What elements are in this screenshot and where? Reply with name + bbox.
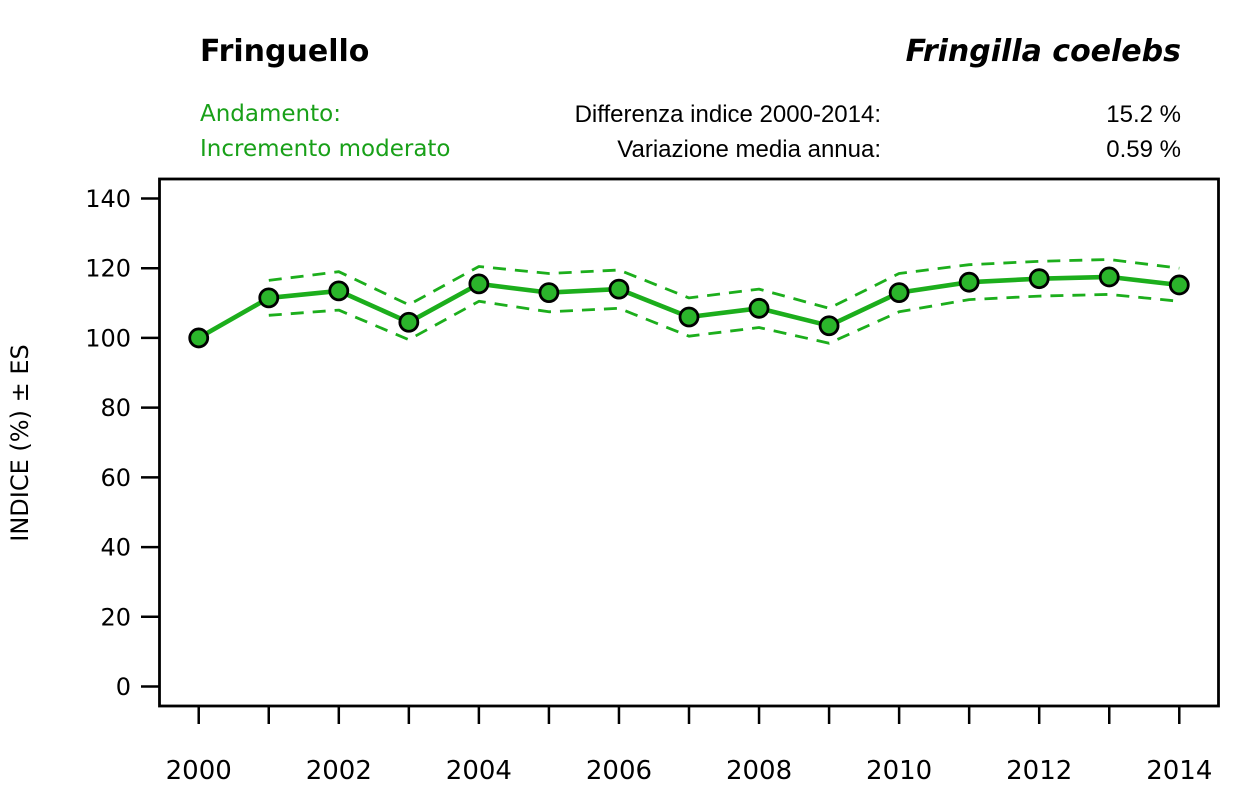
species-name: Fringilla coelebs [905, 34, 1181, 69]
data-point-marker [888, 282, 910, 304]
data-point-marker [188, 327, 210, 349]
y-tick-label: 40 [100, 534, 131, 562]
index-difference-label: Differenza indice 2000-2014: [574, 101, 881, 128]
chart-series-group [188, 258, 1190, 349]
data-point-marker [818, 315, 840, 337]
data-point-marker [1098, 266, 1120, 288]
data-point-marker [398, 311, 420, 333]
x-tick-label: 2006 [586, 756, 652, 786]
y-tick-label: 120 [85, 255, 131, 283]
data-point-marker [538, 282, 560, 304]
y-tick-label: 80 [100, 394, 131, 422]
trend-label: Andamento: [200, 101, 341, 127]
y-axis-title: INDICE (%) ± ES [6, 344, 34, 541]
index-difference-value: 15.2 % [1106, 101, 1181, 128]
data-point-marker [328, 280, 350, 302]
page-title: Fringuello [200, 34, 370, 69]
lower-se-line [268, 292, 1180, 345]
x-tick-label: 2010 [866, 756, 932, 786]
x-tick-label: 2012 [1006, 756, 1072, 786]
x-tick-label: 2008 [726, 756, 792, 786]
trend-value: Incremento moderato [200, 136, 451, 162]
annual-variation-value: 0.59 % [1106, 136, 1181, 163]
x-tick-label: 2002 [306, 756, 372, 786]
y-tick-label: 60 [100, 464, 131, 492]
chart-axes-group: 0 20 40 60 80 100 120 140 2000 2002 2004 2006 2008 20… [85, 185, 1212, 786]
data-point-marker [958, 271, 980, 293]
data-point-marker [748, 297, 770, 319]
x-tick-label: 2014 [1146, 756, 1212, 786]
y-tick-label: 100 [85, 324, 131, 352]
upper-se-line [268, 258, 1180, 310]
data-point-marker [468, 273, 490, 295]
x-tick-label: 2004 [446, 756, 512, 786]
data-point-marker [1028, 268, 1050, 290]
plot-box [158, 177, 1220, 708]
data-point-marker [608, 278, 630, 300]
data-point-marker [678, 306, 700, 328]
data-point-marker [258, 287, 280, 309]
y-tick-label: 140 [85, 185, 131, 213]
y-tick-label: 0 [116, 673, 131, 701]
x-tick-label: 2000 [166, 756, 232, 786]
y-tick-label: 20 [100, 603, 131, 631]
annual-variation-label: Variazione media annua: [617, 136, 881, 163]
data-point-marker [1168, 274, 1190, 296]
